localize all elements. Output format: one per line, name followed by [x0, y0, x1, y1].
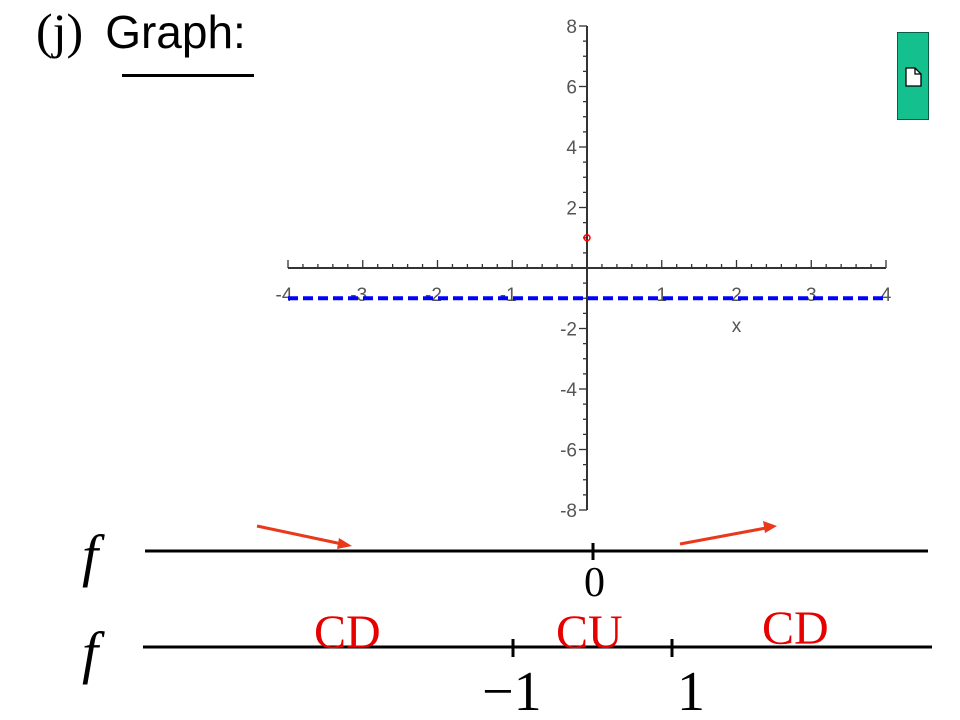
x-tick-label: -4: [276, 285, 293, 306]
y-intercept-point: [583, 234, 591, 242]
tick-label-neg-one: −1: [482, 661, 542, 720]
part-heading: (j) Graph:: [36, 6, 246, 56]
document-icon: [905, 67, 922, 87]
plot-marks: [288, 234, 886, 301]
document-button[interactable]: [897, 32, 929, 120]
x-tick-label: -3: [350, 285, 367, 306]
increasing-arrow: [679, 521, 777, 546]
y-tick-label: 4: [566, 138, 577, 159]
fn-label-1: f: [82, 523, 105, 588]
x-axis-label: x: [732, 316, 742, 337]
fn-label-2: f: [82, 620, 105, 685]
title-underline: [122, 74, 254, 77]
graph-title: Graph:: [105, 6, 246, 58]
number-line-second-derivative: f CD CU CD −1 1: [82, 602, 932, 720]
interval-label-left: CD: [314, 606, 381, 659]
plot-axes: -4 -3 -2 -1 1 2 3 4 -8 -6 -4 -2 2 4 6 8 x: [276, 17, 892, 522]
x-tick-label: 3: [806, 285, 817, 306]
y-tick-label: -4: [560, 380, 577, 401]
y-tick-label: 8: [566, 17, 577, 38]
number-line-first-derivative: f 0: [82, 521, 928, 606]
y-tick-label: -2: [560, 320, 577, 341]
decreasing-arrow: [256, 524, 352, 549]
x-tick-label: 1: [656, 285, 667, 306]
x-tick-label: -2: [425, 285, 442, 306]
interval-label-middle: CU: [556, 606, 623, 659]
x-tick-label: -1: [500, 285, 517, 306]
y-tick-label: 2: [566, 199, 577, 220]
y-tick-label: 6: [566, 78, 577, 99]
interval-label-right: CD: [762, 602, 829, 655]
part-label: (j): [36, 3, 84, 59]
tick-label-pos-one: 1: [677, 661, 705, 720]
tick-label-zero: 0: [584, 560, 605, 606]
x-tick-label: 4: [881, 285, 892, 306]
y-tick-label: -8: [560, 501, 577, 522]
x-tick-label: 2: [731, 285, 742, 306]
y-tick-label: -6: [560, 441, 577, 462]
